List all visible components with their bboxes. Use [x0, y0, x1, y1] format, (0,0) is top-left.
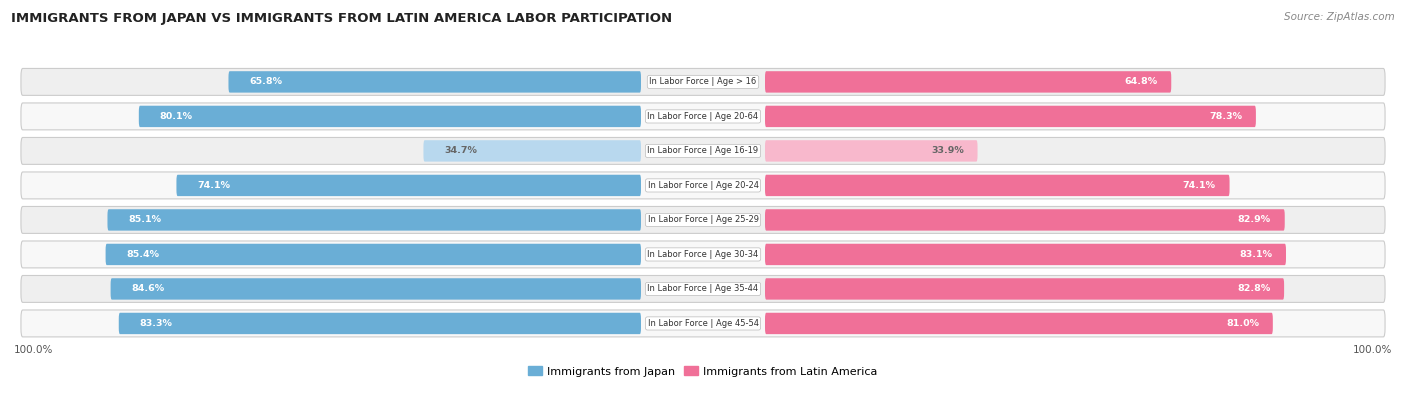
Text: In Labor Force | Age > 16: In Labor Force | Age > 16	[650, 77, 756, 87]
Text: 84.6%: 84.6%	[131, 284, 165, 293]
FancyBboxPatch shape	[765, 140, 977, 162]
FancyBboxPatch shape	[21, 241, 1385, 268]
FancyBboxPatch shape	[21, 137, 1385, 164]
Text: 81.0%: 81.0%	[1226, 319, 1258, 328]
Text: 85.4%: 85.4%	[127, 250, 159, 259]
FancyBboxPatch shape	[423, 140, 641, 162]
FancyBboxPatch shape	[765, 313, 1272, 334]
FancyBboxPatch shape	[765, 278, 1284, 300]
Legend: Immigrants from Japan, Immigrants from Latin America: Immigrants from Japan, Immigrants from L…	[524, 362, 882, 381]
Text: In Labor Force | Age 16-19: In Labor Force | Age 16-19	[647, 147, 759, 155]
FancyBboxPatch shape	[107, 209, 641, 231]
Text: In Labor Force | Age 20-64: In Labor Force | Age 20-64	[647, 112, 759, 121]
FancyBboxPatch shape	[105, 244, 641, 265]
FancyBboxPatch shape	[228, 71, 641, 92]
Text: Source: ZipAtlas.com: Source: ZipAtlas.com	[1284, 12, 1395, 22]
FancyBboxPatch shape	[765, 106, 1256, 127]
FancyBboxPatch shape	[21, 207, 1385, 233]
Text: 78.3%: 78.3%	[1209, 112, 1241, 121]
FancyBboxPatch shape	[111, 278, 641, 300]
Text: 100.0%: 100.0%	[1353, 345, 1392, 355]
FancyBboxPatch shape	[21, 68, 1385, 95]
FancyBboxPatch shape	[765, 71, 1171, 92]
Text: 82.8%: 82.8%	[1237, 284, 1271, 293]
Text: 80.1%: 80.1%	[159, 112, 193, 121]
FancyBboxPatch shape	[765, 175, 1230, 196]
Text: 74.1%: 74.1%	[1182, 181, 1216, 190]
Text: In Labor Force | Age 35-44: In Labor Force | Age 35-44	[647, 284, 759, 293]
FancyBboxPatch shape	[139, 106, 641, 127]
Text: In Labor Force | Age 25-29: In Labor Force | Age 25-29	[648, 215, 758, 224]
FancyBboxPatch shape	[118, 313, 641, 334]
FancyBboxPatch shape	[765, 244, 1286, 265]
Text: In Labor Force | Age 20-24: In Labor Force | Age 20-24	[648, 181, 758, 190]
FancyBboxPatch shape	[176, 175, 641, 196]
Text: 64.8%: 64.8%	[1125, 77, 1157, 87]
Text: 85.1%: 85.1%	[128, 215, 162, 224]
Text: 100.0%: 100.0%	[14, 345, 53, 355]
FancyBboxPatch shape	[21, 310, 1385, 337]
FancyBboxPatch shape	[21, 275, 1385, 303]
Text: 74.1%: 74.1%	[197, 181, 231, 190]
Text: 82.9%: 82.9%	[1237, 215, 1271, 224]
FancyBboxPatch shape	[21, 172, 1385, 199]
Text: In Labor Force | Age 45-54: In Labor Force | Age 45-54	[648, 319, 758, 328]
FancyBboxPatch shape	[765, 209, 1285, 231]
FancyBboxPatch shape	[21, 103, 1385, 130]
Text: 83.1%: 83.1%	[1239, 250, 1272, 259]
Text: In Labor Force | Age 30-34: In Labor Force | Age 30-34	[647, 250, 759, 259]
Text: 34.7%: 34.7%	[444, 147, 477, 155]
Text: 65.8%: 65.8%	[249, 77, 283, 87]
Text: 83.3%: 83.3%	[139, 319, 173, 328]
Text: 33.9%: 33.9%	[931, 147, 963, 155]
Text: IMMIGRANTS FROM JAPAN VS IMMIGRANTS FROM LATIN AMERICA LABOR PARTICIPATION: IMMIGRANTS FROM JAPAN VS IMMIGRANTS FROM…	[11, 12, 672, 25]
